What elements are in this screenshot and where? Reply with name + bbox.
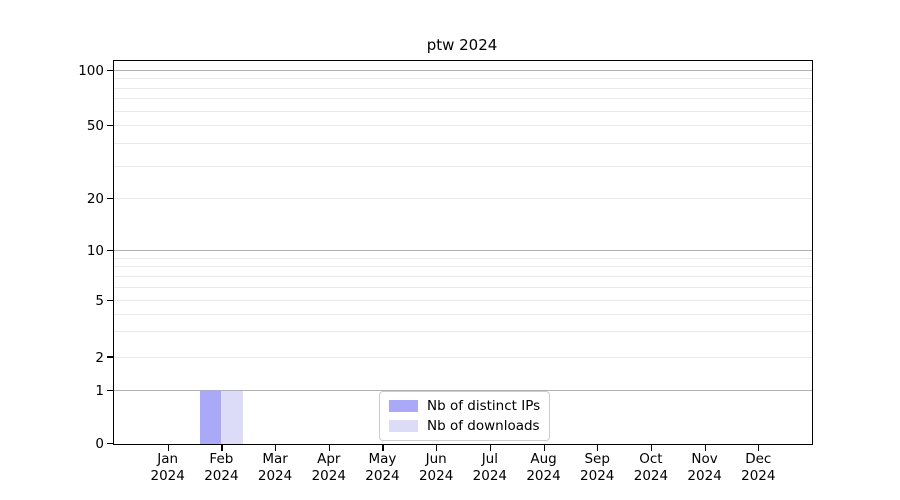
- legend-row: Nb of downloads: [389, 418, 540, 434]
- x-tick-label-aug: Aug 2024: [526, 451, 561, 484]
- y-gridline-major-10: [114, 250, 812, 252]
- x-tick-label-nov: Nov 2024: [687, 451, 722, 484]
- x-tick-mark-jul: [489, 445, 492, 451]
- x-tick-label-jan: Jan 2024: [150, 451, 185, 484]
- x-tick-mark-dec: [758, 445, 760, 451]
- y-gridline-minor-20: [114, 197, 812, 199]
- bar-feb-series1: [221, 391, 243, 444]
- x-tick-label-may: May 2024: [365, 451, 400, 484]
- y-tick-mark-1: [107, 390, 113, 392]
- y-gridline-minor-80: [114, 87, 812, 89]
- y-gridline-minor-8: [114, 266, 812, 268]
- y-tick-label-5: 5: [95, 292, 104, 309]
- x-tick-label-apr: Apr 2024: [311, 451, 346, 484]
- x-tick-mark-oct: [650, 445, 653, 451]
- x-tick-mark-jun: [436, 445, 438, 451]
- legend-swatch-downloads: [389, 420, 418, 432]
- x-tick-label-jul: Jul 2024: [472, 451, 508, 484]
- y-gridline-major-100: [114, 70, 812, 72]
- y-gridline-minor-40: [114, 142, 812, 144]
- y-gridline-minor-3: [114, 331, 812, 333]
- x-tick-label-jun: Jun 2024: [418, 451, 454, 484]
- y-tick-mark-2: [107, 356, 113, 358]
- y-gridline-minor-7: [114, 275, 812, 277]
- x-tick-label-feb: Feb 2024: [204, 451, 239, 484]
- x-tick-mark-jan: [167, 445, 169, 451]
- y-gridline-minor-4: [114, 313, 812, 315]
- y-gridline-minor-70: [114, 98, 812, 100]
- bar-feb-series0: [199, 391, 222, 444]
- legend-row: Nb of distinct IPs: [389, 398, 540, 414]
- y-gridline-minor-9: [114, 257, 812, 259]
- y-tick-mark-100: [107, 69, 113, 72]
- x-tick-mark-nov: [704, 445, 706, 451]
- legend-label-distinct-ips: Nb of distinct IPs: [427, 398, 541, 414]
- y-tick-mark-50: [107, 124, 113, 127]
- x-tick-mark-aug: [543, 445, 545, 451]
- y-tick-label-100: 100: [78, 63, 104, 80]
- y-tick-mark-20: [107, 197, 113, 199]
- y-tick-label-10: 10: [86, 243, 104, 260]
- x-tick-label-mar: Mar 2024: [257, 451, 293, 484]
- legend-label-downloads: Nb of downloads: [427, 418, 540, 434]
- legend: Nb of distinct IPs Nb of downloads: [379, 391, 551, 441]
- y-tick-mark-0: [107, 442, 113, 444]
- y-tick-label-20: 20: [86, 190, 104, 207]
- y-gridline-minor-5: [114, 299, 812, 301]
- x-tick-label-dec: Dec 2024: [741, 451, 776, 484]
- y-tick-label-50: 50: [86, 118, 104, 135]
- x-tick-label-oct: Oct 2024: [633, 451, 669, 484]
- chart-title: ptw 2024: [426, 36, 498, 54]
- y-gridline-minor-30: [114, 165, 812, 167]
- y-tick-mark-10: [107, 250, 113, 252]
- x-tick-label-sep: Sep 2024: [580, 451, 615, 484]
- y-gridline-minor-90: [114, 78, 812, 80]
- legend-swatch-distinct-ips: [389, 400, 418, 412]
- y-tick-label-1: 1: [95, 383, 104, 400]
- plot-area: Nb of distinct IPs Nb of downloads 0 1 2 5 1…: [78, 60, 813, 484]
- y-gridline-minor-50: [114, 125, 812, 127]
- y-gridline-major-1: [114, 390, 812, 392]
- x-tick-mark-mar: [275, 445, 277, 451]
- y-gridline-minor-2: [114, 356, 812, 358]
- x-tick-mark-may: [382, 445, 384, 451]
- y-tick-label-0: 0: [95, 436, 104, 452]
- y-gridline-minor-6: [114, 286, 812, 288]
- x-tick-mark-sep: [597, 445, 599, 451]
- y-tick-mark-5: [107, 299, 113, 301]
- y-tick-label-2: 2: [95, 349, 104, 366]
- x-tick-mark-feb: [221, 445, 223, 451]
- x-tick-mark-apr: [328, 445, 330, 451]
- y-gridline-minor-60: [114, 110, 812, 112]
